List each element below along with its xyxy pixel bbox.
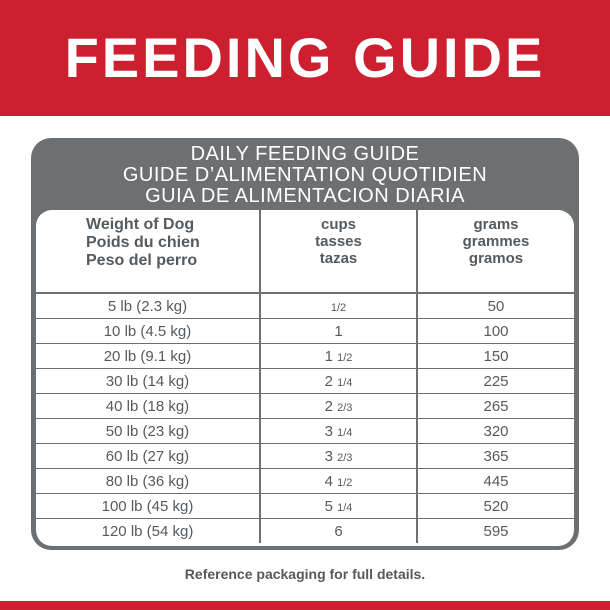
card-title-line-es: GUIA DE ALIMENTACION DIARIA: [145, 184, 465, 207]
weight-cell: 10 lb (4.5 kg): [36, 318, 260, 344]
bottom-accent-bar: [0, 601, 610, 610]
header-grams-en: grams: [473, 216, 519, 233]
cups-fraction: 2/3: [337, 401, 353, 414]
cups-whole: 2: [324, 372, 333, 390]
grams-cell: 320: [416, 418, 574, 444]
header-weight-en: Weight of Dog: [86, 216, 195, 233]
grams-cell: 520: [416, 493, 574, 519]
cups-cell: 4 1/2: [259, 468, 417, 494]
grams-cell: 365: [416, 443, 574, 469]
table-row: 50 lb (23 kg) 3 1/4 320: [36, 418, 574, 444]
cups-cell: 3 1/4: [259, 418, 417, 444]
table-header-row: Weight of Dog Poids du chien Peso del pe…: [36, 210, 574, 294]
cups-cell: 6: [259, 518, 417, 543]
weight-cell: 20 lb (9.1 kg): [36, 343, 260, 369]
table-row: 20 lb (9.1 kg) 1 1/2 150: [36, 343, 574, 369]
banner-title: FEEDING GUIDE: [64, 26, 546, 89]
grams-cell: 100: [416, 318, 574, 344]
cups-whole: 4: [324, 472, 333, 490]
card-title-line-fr: GUIDE D’ALIMENTATION QUOTIDIEN: [122, 163, 488, 186]
cups-cell: 1/2: [259, 293, 417, 319]
table-row: 80 lb (36 kg) 4 1/2 445: [36, 468, 574, 494]
table-row: 5 lb (2.3 kg) 1/2 50: [36, 293, 574, 319]
cups-fraction: 1/2: [337, 476, 353, 489]
feeding-guide-banner: FEEDING GUIDE: [0, 0, 610, 116]
cups-fraction: 1/2: [337, 351, 353, 364]
cups-whole: 1: [334, 322, 343, 340]
table-row: 100 lb (45 kg) 5 1/4 520: [36, 493, 574, 519]
table-row: 10 lb (4.5 kg) 1 100: [36, 318, 574, 344]
table-row: 40 lb (18 kg) 2 2/3 265: [36, 393, 574, 419]
cups-fraction: 1/2: [330, 301, 347, 314]
cups-whole: 5: [324, 497, 333, 515]
feeding-table-panel: Weight of Dog Poids du chien Peso del pe…: [36, 210, 574, 546]
cups-fraction: 1/4: [337, 426, 353, 439]
weight-cell: 100 lb (45 kg): [36, 493, 260, 519]
weight-cell: 80 lb (36 kg): [36, 468, 260, 494]
weight-cell: 5 lb (2.3 kg): [107, 297, 188, 315]
weight-cell: 40 lb (18 kg): [36, 393, 260, 419]
grams-cell: 445: [416, 468, 574, 494]
header-grams: grams grammes gramos: [416, 210, 574, 294]
cups-whole: 3: [324, 422, 333, 440]
footnote: Reference packaging for full details.: [184, 566, 426, 582]
header-cups: cups tasses tazas: [259, 210, 417, 294]
cups-cell: 1 1/2: [259, 343, 417, 369]
weight-cell: 120 lb (54 kg): [36, 518, 260, 543]
card-title-line-en: DAILY FEEDING GUIDE: [190, 142, 420, 165]
cups-fraction: 1/4: [337, 501, 353, 514]
grams-cell: 50: [416, 293, 574, 319]
weight-cell: 30 lb (14 kg): [36, 368, 260, 394]
header-cups-fr: tasses: [315, 233, 362, 250]
grams-cell: 265: [416, 393, 574, 419]
cups-whole: 2: [324, 397, 333, 415]
header-weight-es: Peso del perro: [86, 252, 198, 269]
table-row: 30 lb (14 kg) 2 1/4 225: [36, 368, 574, 394]
cups-cell: 5 1/4: [259, 493, 417, 519]
grams-cell: 150: [416, 343, 574, 369]
feeding-guide-card: DAILY FEEDING GUIDE GUIDE D’ALIMENTATION…: [31, 138, 579, 550]
weight-cell: 50 lb (23 kg): [36, 418, 260, 444]
card-title: DAILY FEEDING GUIDE GUIDE D’ALIMENTATION…: [31, 140, 579, 210]
header-cups-en: cups: [320, 216, 356, 233]
table-row: 120 lb (54 kg) 6 595: [36, 518, 574, 543]
feeding-table: Weight of Dog Poids du chien Peso del pe…: [36, 210, 574, 543]
cups-cell: 2 1/4: [259, 368, 417, 394]
header-weight: Weight of Dog Poids du chien Peso del pe…: [36, 210, 260, 294]
cups-fraction: 1/4: [337, 376, 353, 389]
grams-cell: 225: [416, 368, 574, 394]
cups-whole: 1: [324, 347, 333, 365]
weight-cell: 60 lb (27 kg): [36, 443, 260, 469]
header-grams-es: gramos: [468, 250, 524, 267]
cups-fraction: 2/3: [337, 451, 353, 464]
cups-whole: 3: [324, 447, 333, 465]
header-cups-es: tazas: [319, 250, 358, 267]
cups-cell: 1: [259, 318, 417, 344]
cups-whole: 6: [334, 522, 343, 540]
cups-cell: 2 2/3: [259, 393, 417, 419]
grams-cell: 595: [416, 518, 574, 543]
cups-cell: 3 2/3: [259, 443, 417, 469]
header-weight-fr: Poids du chien: [86, 234, 200, 251]
header-grams-fr: grammes: [462, 233, 530, 250]
table-row: 60 lb (27 kg) 3 2/3 365: [36, 443, 574, 469]
